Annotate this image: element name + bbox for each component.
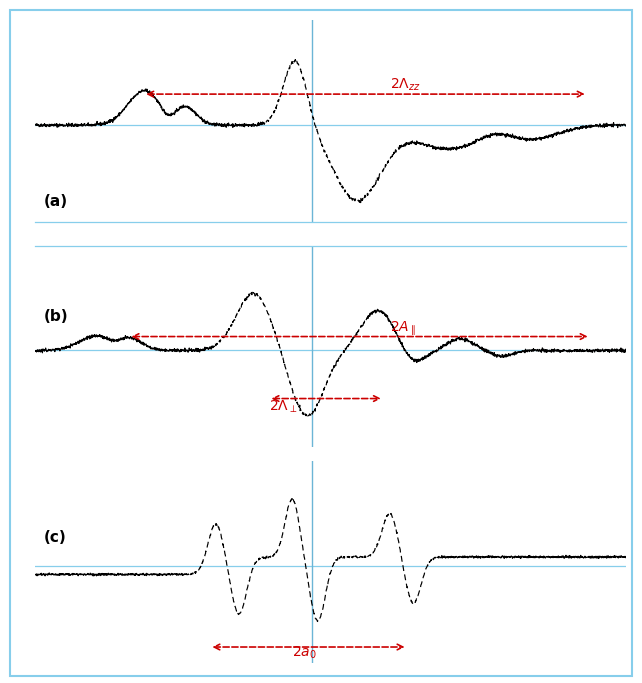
Text: $2\Lambda_{zz}$: $2\Lambda_{zz}$	[390, 76, 421, 93]
Text: (a): (a)	[44, 195, 68, 209]
Text: $2A_{\parallel}$: $2A_{\parallel}$	[390, 319, 415, 337]
Text: $2a_0$: $2a_0$	[292, 644, 317, 660]
Text: (c): (c)	[44, 530, 67, 545]
Text: $2\Lambda_{\perp}$: $2\Lambda_{\perp}$	[268, 399, 297, 415]
Text: (b): (b)	[44, 309, 69, 324]
